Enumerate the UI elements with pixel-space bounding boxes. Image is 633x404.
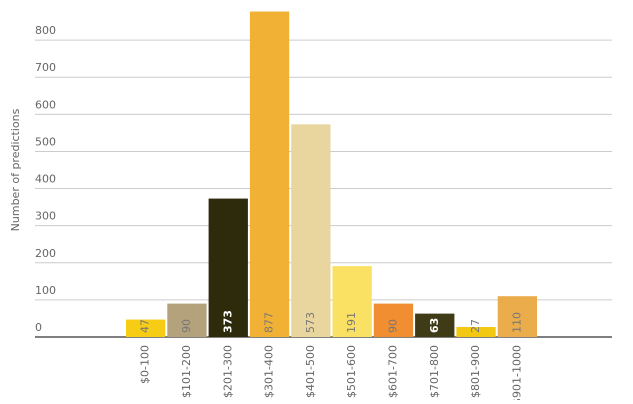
bar bbox=[291, 124, 331, 337]
value-label: 63 bbox=[428, 318, 441, 333]
x-tick-label: $401-500 bbox=[304, 345, 317, 398]
x-tick-label: $501-600 bbox=[345, 345, 358, 398]
x-tick-label: $801-900 bbox=[469, 345, 482, 398]
x-tick-label: $201-300 bbox=[221, 345, 234, 398]
value-label: 373 bbox=[221, 310, 234, 333]
y-tick-label: 100 bbox=[35, 284, 56, 297]
x-tick-label: $601-700 bbox=[386, 345, 399, 398]
bar bbox=[126, 319, 166, 337]
y-tick-label: 500 bbox=[35, 135, 56, 148]
x-tick-label: $901-1000 bbox=[510, 345, 523, 400]
bar bbox=[415, 313, 455, 337]
value-label: 191 bbox=[345, 312, 358, 333]
y-axis-title: Number of predictions bbox=[9, 108, 22, 231]
bar bbox=[332, 266, 372, 337]
value-label: 47 bbox=[139, 319, 152, 333]
y-tick-label: 300 bbox=[35, 210, 56, 223]
y-tick-label: 200 bbox=[35, 247, 56, 260]
bar bbox=[249, 11, 290, 338]
x-tick-label: $101-200 bbox=[180, 345, 193, 398]
bar bbox=[497, 296, 537, 337]
value-label: 90 bbox=[180, 319, 193, 333]
y-tick-label: 800 bbox=[35, 24, 56, 37]
x-tick-label: $0-100 bbox=[139, 345, 152, 384]
y-tick-label: 600 bbox=[35, 98, 56, 111]
y-tick-label: 0 bbox=[35, 321, 42, 334]
value-label: 877 bbox=[263, 312, 276, 333]
value-label: 27 bbox=[469, 319, 482, 333]
bar bbox=[167, 303, 207, 337]
bar bbox=[208, 198, 248, 337]
x-tick-label: $701-800 bbox=[428, 345, 441, 398]
bar bbox=[373, 303, 414, 337]
value-label: 90 bbox=[386, 319, 399, 333]
value-label: 573 bbox=[304, 312, 317, 333]
y-tick-label: 400 bbox=[35, 173, 56, 186]
value-label: 110 bbox=[510, 312, 523, 333]
y-tick-label: 700 bbox=[35, 61, 56, 74]
x-tick-label: $301-400 bbox=[263, 345, 276, 398]
bar bbox=[456, 326, 496, 337]
